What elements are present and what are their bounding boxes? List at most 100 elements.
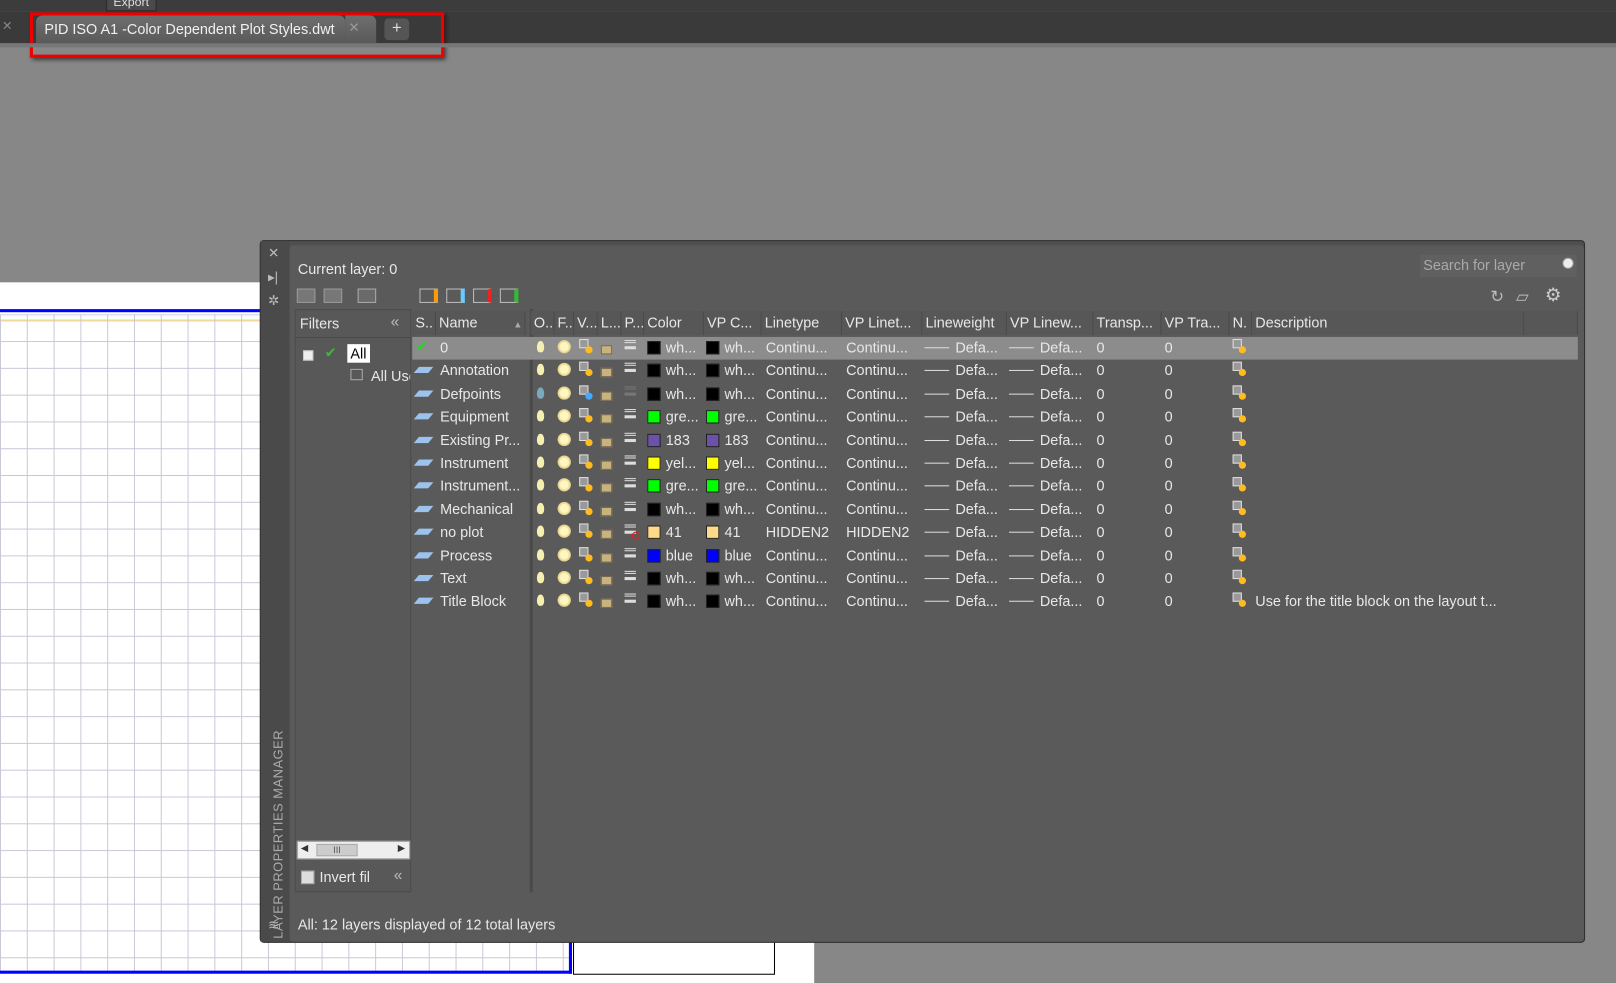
vp-color-cell[interactable]: wh... [705,593,764,609]
printer-icon[interactable] [624,524,636,534]
vp-freeze-icon[interactable] [579,362,589,372]
transparency-cell[interactable]: 0 [1096,569,1105,587]
column-header-name[interactable]: Name [435,311,509,335]
sun-thawed-icon[interactable] [557,547,571,562]
palette-title-bar[interactable]: ✕ ▸| ✲ LAYER PROPERTIES MANAGER ≋ [260,241,290,942]
vp-linetype-cell[interactable]: Continu... [846,431,908,448]
vp-linetype-cell[interactable]: Continu... [846,408,908,425]
layer-row[interactable]: Title Block wh... wh... Continu... Continu..… [412,591,1578,614]
vp-linetype-cell[interactable]: Continu... [846,569,908,587]
column-header-color[interactable]: Color [644,311,704,335]
vp-freeze-icon[interactable] [579,477,589,487]
lineweight-cell[interactable]: Defa... [924,477,1006,494]
vp-transparency-cell[interactable]: 0 [1164,500,1173,518]
new-vp-freeze-icon[interactable] [1232,339,1242,349]
vp-transparency-cell[interactable]: 0 [1164,477,1173,494]
linetype-cell[interactable]: Continu... [765,569,828,587]
color-cell[interactable]: gre... [647,408,705,425]
layer-name[interactable]: Defpoints [440,385,502,402]
layer-row[interactable]: Text wh... wh... Continu... Continu... Defa..… [412,568,1578,591]
column-header-freeze[interactable]: F... [554,311,575,335]
column-header-description[interactable]: Description [1252,311,1525,335]
override-icon[interactable]: ▱ [1516,288,1529,307]
unlock-icon[interactable] [600,414,613,424]
vp-color-cell[interactable]: wh... [705,385,764,402]
tree-collapse-icon[interactable] [302,350,314,361]
transparency-cell[interactable]: 0 [1096,546,1105,564]
lineweight-cell[interactable]: Defa... [924,454,1006,471]
pane-divider[interactable] [529,309,533,893]
color-cell[interactable]: wh... [647,501,705,517]
vp-freeze-icon[interactable] [579,546,589,556]
sun-thawed-icon[interactable] [557,455,571,469]
vp-freeze-icon[interactable] [579,408,589,418]
new-vp-freeze-icon[interactable] [1232,408,1242,418]
color-cell[interactable]: wh... [647,385,705,402]
sun-thawed-icon[interactable] [557,432,571,446]
transparency-cell[interactable]: 0 [1096,454,1105,471]
linetype-cell[interactable]: Continu... [765,385,828,402]
new-vp-freeze-icon[interactable] [1232,546,1242,556]
transparency-cell[interactable]: 0 [1096,431,1105,448]
vp-transparency-cell[interactable]: 0 [1164,454,1173,471]
scroll-right-icon[interactable]: ▶ [397,842,405,854]
new-layer-vp-frozen-icon[interactable] [446,288,465,303]
vp-color-cell[interactable]: wh... [705,501,764,517]
printer-icon[interactable] [624,593,636,604]
vp-color-cell[interactable]: gre... [705,477,764,494]
vp-linetype-cell[interactable]: Continu... [846,592,908,610]
new-vp-freeze-icon[interactable] [1232,477,1242,487]
lightbulb-on-icon[interactable] [536,548,545,561]
color-cell[interactable]: wh... [647,362,705,379]
invert-filter-checkbox[interactable]: Invert fil [300,869,390,885]
column-header-vp-color[interactable]: VP C... [703,311,762,335]
lineweight-cell[interactable]: Defa... [924,408,1006,425]
layer-name[interactable]: Title Block [440,592,507,610]
linetype-cell[interactable]: Continu... [765,339,828,356]
layer-row[interactable]: Existing Pr... 183 183 Continu... Continu...… [412,429,1578,452]
printer-icon[interactable] [624,340,636,350]
export-menu[interactable]: Export [106,0,157,12]
column-header-vp-linetype[interactable]: VP Linet... [842,311,923,335]
layer-row[interactable]: no plot 41 41 HIDDEN2 HIDDEN2 Defa... Defa... 0… [412,522,1578,545]
scroll-thumb[interactable]: III [316,843,358,857]
new-vp-freeze-icon[interactable] [1232,431,1242,441]
vp-freeze-icon[interactable] [579,500,589,510]
printer-icon[interactable] [624,363,636,373]
layer-name[interactable]: Process [440,546,493,564]
lineweight-cell[interactable]: Defa... [924,593,1006,609]
transparency-cell[interactable]: 0 [1096,477,1105,494]
vp-linetype-cell[interactable]: Continu... [846,339,908,356]
sun-thawed-icon[interactable] [557,570,571,585]
lightbulb-on-icon[interactable] [536,525,545,538]
vp-color-cell[interactable]: yel... [705,454,764,471]
filter-tree-item-all[interactable]: All [347,344,370,363]
transparency-cell[interactable]: 0 [1096,523,1105,541]
lightbulb-on-icon[interactable] [536,387,545,399]
sun-thawed-icon[interactable] [557,478,571,492]
layer-row[interactable]: Annotation wh... wh... Continu... Continu...… [412,360,1578,383]
new-vp-freeze-icon[interactable] [1232,454,1242,464]
transparency-cell[interactable]: 0 [1096,362,1105,379]
linetype-cell[interactable]: Continu... [765,500,828,518]
printer-icon[interactable] [624,409,636,419]
printer-icon[interactable] [624,386,636,396]
vp-linetype-cell[interactable]: HIDDEN2 [846,523,910,541]
refresh-icon[interactable]: ↻ [1490,288,1505,307]
unlock-icon[interactable] [600,483,613,493]
lightbulb-on-icon[interactable] [536,479,545,491]
vp-color-cell[interactable]: 41 [705,524,764,540]
unlock-icon[interactable] [600,529,613,540]
vp-freeze-icon[interactable] [579,431,589,441]
vp-transparency-cell[interactable]: 0 [1164,408,1173,425]
transparency-cell[interactable]: 0 [1096,339,1105,356]
new-layer-icon[interactable] [419,288,439,303]
layer-states-manager-icon[interactable] [357,288,377,303]
color-cell[interactable]: blue [647,547,705,563]
lineweight-cell[interactable]: Defa... [924,501,1006,517]
printer-icon[interactable] [624,547,636,558]
lightbulb-on-icon[interactable] [536,571,545,584]
lightbulb-on-icon[interactable] [536,341,545,353]
vp-freeze-icon[interactable] [579,454,589,464]
lineweight-cell[interactable]: Defa... [924,385,1006,402]
